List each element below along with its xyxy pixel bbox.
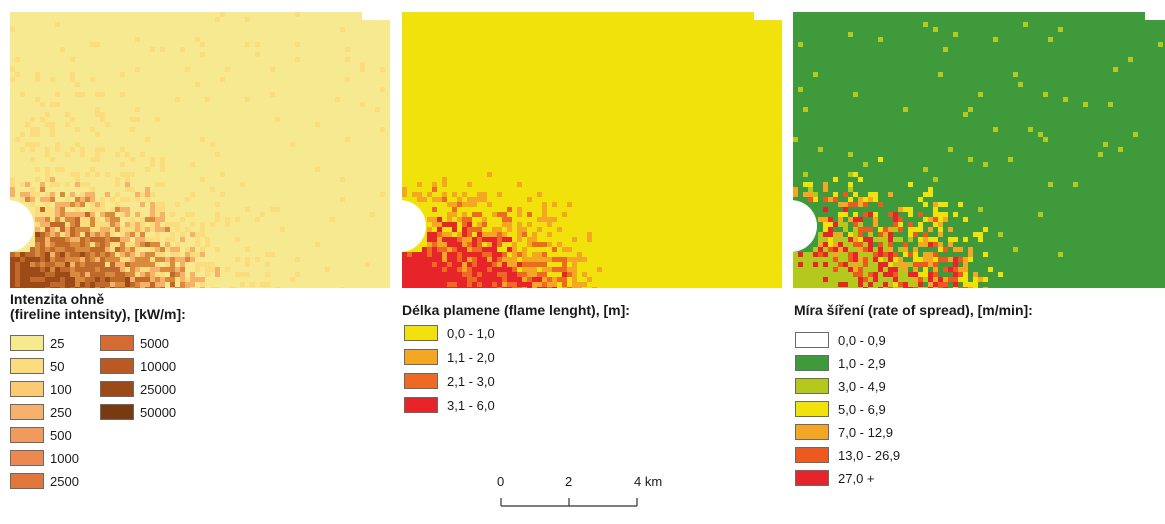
legend-title-flame: Délka plamene (flame lenght), [m]: [402, 302, 630, 318]
legend-label: 3,0 - 4,9 [838, 378, 886, 394]
scale-label-2: 2 [565, 474, 573, 489]
legend-label: 0,0 - 1,0 [447, 325, 495, 341]
fireline-intensity-raster [10, 12, 390, 288]
legend-entry: 100 [10, 379, 72, 399]
legend-swatch [100, 381, 134, 397]
legend-swatch [795, 355, 829, 371]
legend-entry: 500 [10, 425, 72, 445]
legend-entry: 1000 [10, 448, 79, 468]
legend-label: 50000 [140, 404, 177, 420]
legend-label: 100 [50, 381, 72, 397]
legend-entry: 2500 [10, 471, 79, 491]
legend-label: 5000 [140, 335, 169, 351]
legend-swatch [10, 404, 44, 420]
legend-swatch [100, 335, 134, 351]
legend-label: 1,1 - 2,0 [447, 349, 495, 365]
legend-swatch [795, 332, 829, 348]
legend-entry: 3,1 - 6,0 [404, 395, 495, 415]
legend-swatch [10, 427, 44, 443]
legend-label: 2,1 - 3,0 [447, 373, 495, 389]
legend-swatch [795, 401, 829, 417]
legend-label: 5,0 - 6,9 [838, 401, 886, 417]
legend-label: 0,0 - 0,9 [838, 332, 886, 348]
legend-label: 3,1 - 6,0 [447, 397, 495, 413]
legend-entry: 13,0 - 26,9 [795, 445, 900, 465]
legend-swatch [10, 358, 44, 374]
legend-swatch [404, 325, 438, 341]
legend-entry: 1,1 - 2,0 [404, 347, 495, 367]
scale-label-0: 0 [497, 474, 505, 489]
scale-bar: 0 2 4 km [497, 474, 662, 514]
legend-label: 1,0 - 2,9 [838, 355, 886, 371]
map-boundary-notch [402, 200, 426, 252]
legend-entry: 5,0 - 6,9 [795, 399, 886, 419]
legend-label: 10000 [140, 358, 177, 374]
legend-entry: 50 [10, 356, 64, 376]
legend-swatch [10, 450, 44, 466]
legend-swatch [100, 404, 134, 420]
legend-swatch [10, 335, 44, 351]
legend-label: 7,0 - 12,9 [838, 424, 893, 440]
legend-label: 25000 [140, 381, 177, 397]
map-flame-length [402, 12, 782, 288]
legend-swatch [795, 447, 829, 463]
legend-swatch [404, 373, 438, 389]
legend-label: 50 [50, 358, 65, 374]
map-boundary-notch [793, 200, 817, 252]
legend-label: 25 [50, 335, 65, 351]
legend-swatch [404, 397, 438, 413]
legend-entry: 50000 [100, 402, 176, 422]
legend-entry: 7,0 - 12,9 [795, 422, 893, 442]
legend-entry: 0,0 - 1,0 [404, 323, 495, 343]
legend-swatch [10, 381, 44, 397]
legend-swatch [795, 470, 829, 486]
legend-title-intensity: Intenzita ohně (fireline intensity), [kW… [10, 292, 186, 322]
legend-swatch [795, 424, 829, 440]
scale-bar-line [500, 498, 638, 507]
legend-entry: 1,0 - 2,9 [795, 353, 886, 373]
map-rate-of-spread [793, 12, 1165, 288]
legend-entry: 27,0 + [795, 468, 875, 488]
legend-label: 500 [50, 427, 72, 443]
map-fireline-intensity [10, 12, 390, 288]
legend-label: 27,0 + [838, 470, 875, 486]
legend-title-line-2: (fireline intensity), [kW/m]: [10, 306, 186, 322]
legend-title-line-1: Intenzita ohně [10, 291, 105, 307]
legend-entry: 25 [10, 333, 64, 353]
map-boundary-notch [10, 200, 34, 252]
legend-entry: 0,0 - 0,9 [795, 330, 886, 350]
legend-swatch [795, 378, 829, 394]
legend-title-spread: Míra šíření (rate of spread), [m/min]: [794, 302, 1033, 318]
legend-swatch [10, 473, 44, 489]
legend-entry: 250 [10, 402, 72, 422]
rate-of-spread-raster [793, 12, 1165, 288]
flame-length-raster [402, 12, 782, 288]
legend-label: 2500 [50, 473, 79, 489]
legend-label: 250 [50, 404, 72, 420]
scale-label-4km: 4 km [634, 474, 663, 489]
legend-label: 13,0 - 26,9 [838, 447, 901, 463]
legend-entry: 10000 [100, 356, 176, 376]
legend-entry: 5000 [100, 333, 169, 353]
legend-label: 1000 [50, 450, 79, 466]
legend-entry: 2,1 - 3,0 [404, 371, 495, 391]
legend-swatch [100, 358, 134, 374]
legend-swatch [404, 349, 438, 365]
legend-entry: 25000 [100, 379, 176, 399]
legend-entry: 3,0 - 4,9 [795, 376, 886, 396]
